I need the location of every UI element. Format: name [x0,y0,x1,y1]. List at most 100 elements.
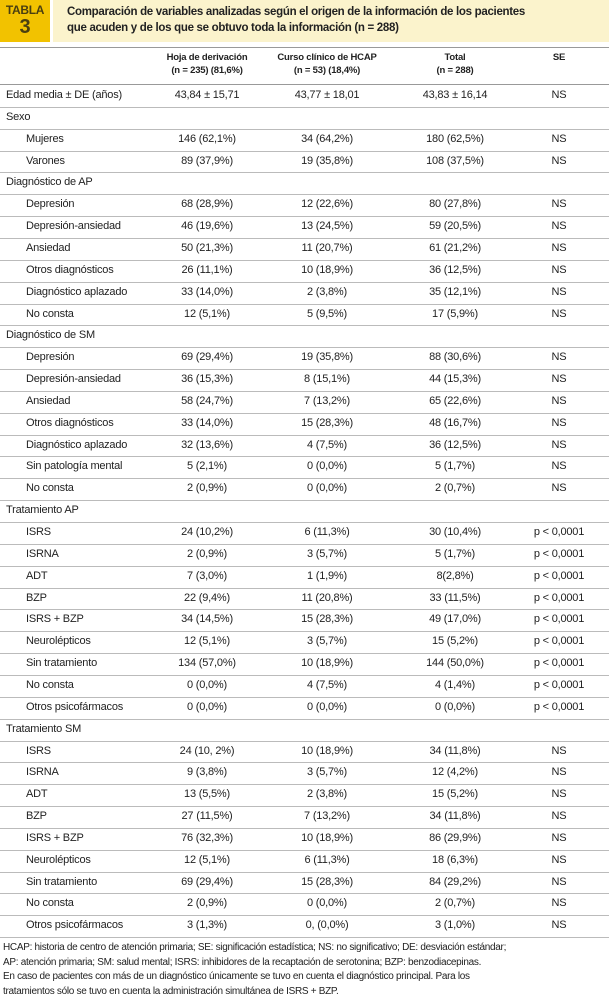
cell: 11 (20,8%) [301,591,353,604]
cell: 134 (57,0%) [178,657,236,670]
cell: 10 (18,9%) [301,831,353,844]
rule [0,216,609,218]
row-label: Tratamiento AP [6,504,79,517]
row-label: ISRNA [26,547,59,560]
row-label: ISRS + BZP [26,613,84,626]
cell: NS [551,438,567,451]
cell: NS [551,154,567,167]
row-label: No consta [26,482,74,495]
cell: 0 (0,0%) [307,897,347,910]
cell: 7 (3,0%) [187,569,227,582]
cell: NS [551,460,567,473]
row-label: Diagnóstico aplazado [26,438,128,451]
cell: 35 (12,1%) [429,285,481,298]
cell: 108 (37,5%) [426,154,484,167]
rule [0,674,609,676]
rule [0,937,609,939]
cell: p < 0,0001 [533,635,585,648]
cell: 3 (1,0%) [435,919,475,932]
cell: 69 (29,4%) [181,351,233,364]
cell: 76 (32,3%) [181,831,233,844]
row-label: ADT [26,569,48,582]
cell: NS [551,285,567,298]
rule [0,893,609,895]
footnote-line: En caso de pacientes con más de un diagn… [3,971,470,983]
row-label: Ansiedad [26,241,71,254]
rule [0,718,609,720]
row-label: Sin tratamiento [26,875,97,888]
rule [0,609,609,611]
rule [0,434,609,436]
cell: 88 (30,6%) [429,351,481,364]
cell: NS [551,482,567,495]
cell: NS [551,220,567,233]
cell: 12 (22,6%) [301,198,353,211]
cell: 10 (18,9%) [301,263,353,276]
cell: 49 (17,0%) [429,613,481,626]
cell: 36 (12,5%) [429,263,481,276]
rule [0,740,609,742]
cell: 0 (0,0%) [307,700,347,713]
row-label: Tratamiento SM [6,722,82,735]
cell: NS [551,416,567,429]
cell: 2 (0,9%) [187,482,227,495]
cell: NS [551,810,567,823]
cell: 19 (35,8%) [301,351,353,364]
row-label: ISRS [26,526,51,538]
cell: NS [551,373,567,386]
cell: 59 (20,5%) [429,220,481,233]
cell: 36 (12,5%) [429,438,481,451]
rule [0,500,609,502]
cell: 2 (3,8%) [307,285,347,298]
rule [0,259,609,261]
row-label: No consta [26,897,74,910]
column-header: SE [552,52,566,63]
cell: 5 (1,7%) [435,460,475,473]
cell: 26 (11,1%) [181,263,233,276]
cell: 144 (50,0%) [426,657,484,670]
cell: NS [551,897,567,910]
cell: 34 (64,2%) [301,132,353,145]
rule [0,106,609,108]
rule [0,762,609,764]
rule [0,150,609,152]
cell: p < 0,0001 [533,526,585,538]
cell: 84 (29,2%) [429,875,481,888]
column-subheader: (n = 53) (18,4%) [293,65,361,76]
cell: 18 (6,3%) [432,853,478,866]
cell: NS [551,198,567,211]
cell: 44 (15,3%) [429,373,481,386]
row-label: Sexo [6,110,31,123]
cell: 12 (5,1%) [184,853,230,866]
cell: 13 (24,5%) [301,220,353,233]
cell: 180 (62,5%) [426,132,484,145]
row-label: BZP [26,810,47,823]
cell: 2 (0,7%) [435,482,475,495]
row-label: Diagnóstico de AP [6,176,93,189]
row-label: Sin patología mental [26,460,123,473]
title-line: que acuden y de los que se obtuvo toda l… [67,22,399,34]
cell: 12 (5,1%) [184,307,230,320]
column-subheader: (n = 235) (81,6%) [171,65,243,76]
cell: NS [551,132,567,145]
cell: 43,77 ± 18,01 [294,89,360,101]
rule [0,128,609,130]
rule [0,303,609,305]
row-label: Diagnóstico aplazado [26,285,128,298]
row-label: Edad media ± DE (años) [6,89,122,101]
column-header: Hoja de derivación [166,52,248,63]
rule [0,587,609,589]
cell: 80 (27,8%) [429,198,481,211]
column-header: Curso clínico de HCAP [277,52,377,63]
cell: 11 (20,7%) [301,241,353,254]
cell: 7 (13,2%) [304,810,350,823]
cell: 30 (10,4%) [429,526,481,538]
cell: 4 (1,4%) [435,678,475,691]
cell: 69 (29,4%) [181,875,233,888]
cell: 9 (3,8%) [187,766,227,779]
row-label: Depresión-ansiedad [26,220,121,233]
row-label: Sin tratamiento [26,657,97,670]
rule [0,281,609,283]
footnote-line: AP: atención primaria; SM: salud mental;… [3,956,482,968]
